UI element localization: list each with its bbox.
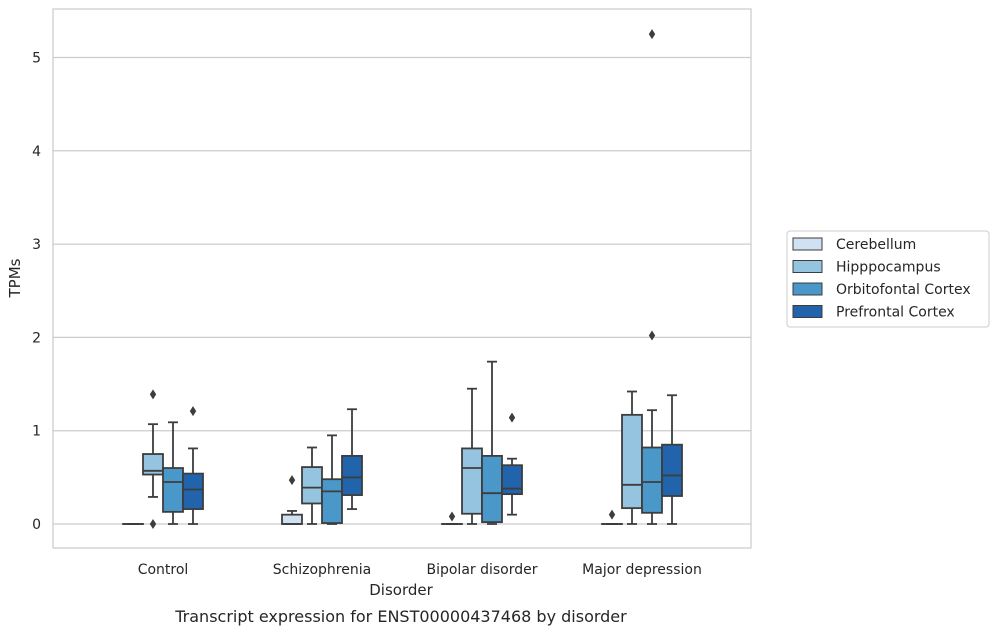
outlier-point bbox=[608, 509, 616, 520]
box-major-depression bbox=[601, 509, 623, 525]
legend-label: Orbitofontal Cortex bbox=[836, 282, 971, 298]
outlier-point bbox=[288, 475, 296, 486]
box-iqr bbox=[621, 413, 643, 510]
box-iqr bbox=[321, 478, 343, 524]
box-iqr bbox=[461, 447, 483, 515]
legend-label: Cerebellum bbox=[836, 237, 916, 253]
outlier-point bbox=[648, 330, 656, 341]
box-iqr bbox=[501, 464, 523, 496]
legend-swatch bbox=[792, 282, 823, 296]
outlier-point bbox=[448, 511, 456, 522]
box-schizophrenia bbox=[301, 446, 323, 525]
legend-entry: Cerebellum bbox=[792, 237, 916, 253]
box-iqr bbox=[661, 443, 683, 497]
series-cerebellum bbox=[122, 475, 623, 525]
box-bipolar-disorder bbox=[481, 360, 503, 525]
box-iqr bbox=[281, 513, 303, 525]
y-tick-label: 4 bbox=[32, 144, 41, 160]
x-tick-label: Bipolar disorder bbox=[426, 562, 537, 578]
box-schizophrenia bbox=[281, 475, 303, 525]
box-control bbox=[142, 389, 164, 529]
x-axis-ticks: Control Schizophrenia Bipolar disorder Majo… bbox=[138, 562, 702, 578]
y-axis-ticks: 0 1 2 3 4 5 bbox=[32, 51, 41, 534]
series-prefrontal-cortex bbox=[182, 394, 683, 525]
legend-swatch bbox=[792, 260, 823, 273]
box-control bbox=[162, 421, 184, 525]
box-iqr bbox=[481, 454, 503, 524]
box-bipolar-disorder bbox=[501, 412, 523, 516]
y-tick-label: 5 bbox=[32, 51, 41, 67]
legend-swatch bbox=[792, 305, 823, 318]
legend-label: Hipppocampus bbox=[836, 260, 941, 276]
box-schizophrenia bbox=[341, 408, 363, 510]
box-iqr bbox=[641, 446, 663, 514]
series-orbitofontal-cortex bbox=[162, 29, 663, 525]
y-tick-label: 0 bbox=[32, 517, 41, 533]
box-major-depression bbox=[661, 394, 683, 525]
y-tick-label: 1 bbox=[32, 424, 41, 440]
box-iqr bbox=[142, 453, 164, 476]
plot-area-border bbox=[52, 8, 752, 549]
series-hipppocampus bbox=[142, 387, 643, 529]
outlier-point bbox=[149, 389, 157, 400]
box-iqr bbox=[182, 472, 204, 510]
x-tick-label: Major depression bbox=[582, 562, 702, 578]
plot-frame bbox=[52, 8, 752, 549]
legend-entry: Orbitofontal Cortex bbox=[792, 282, 971, 298]
box-major-depression bbox=[621, 390, 643, 525]
y-tick-label: 2 bbox=[32, 330, 41, 346]
box-bipolar-disorder bbox=[441, 511, 463, 525]
outlier-point bbox=[149, 519, 157, 529]
x-tick-label: Control bbox=[138, 562, 189, 578]
x-axis-title: Disorder bbox=[369, 581, 433, 599]
y-tick-label: 3 bbox=[32, 237, 41, 253]
outlier-point bbox=[189, 406, 197, 417]
legend: Cerebellum Hipppocampus Orbitofontal Corte… bbox=[786, 230, 990, 328]
y-axis-title: TPMs bbox=[6, 258, 24, 298]
outlier-point bbox=[648, 29, 656, 40]
box-control bbox=[182, 406, 204, 525]
box-series bbox=[122, 29, 683, 529]
box-iqr bbox=[301, 466, 323, 505]
outlier-point bbox=[508, 412, 516, 423]
box-major-depression bbox=[641, 29, 663, 525]
chart-caption: Transcript expression for ENST0000043746… bbox=[174, 607, 627, 626]
legend-swatch bbox=[792, 237, 823, 251]
legend-entry: Hipppocampus bbox=[792, 260, 941, 276]
box-iqr bbox=[162, 467, 184, 513]
box-iqr bbox=[341, 454, 363, 496]
box-bipolar-disorder bbox=[461, 387, 483, 525]
box-schizophrenia bbox=[321, 434, 343, 525]
legend-label: Prefrontal Cortex bbox=[836, 305, 955, 321]
legend-entry: Prefrontal Cortex bbox=[792, 305, 955, 321]
x-tick-label: Schizophrenia bbox=[273, 562, 371, 578]
legend-box bbox=[786, 230, 990, 328]
